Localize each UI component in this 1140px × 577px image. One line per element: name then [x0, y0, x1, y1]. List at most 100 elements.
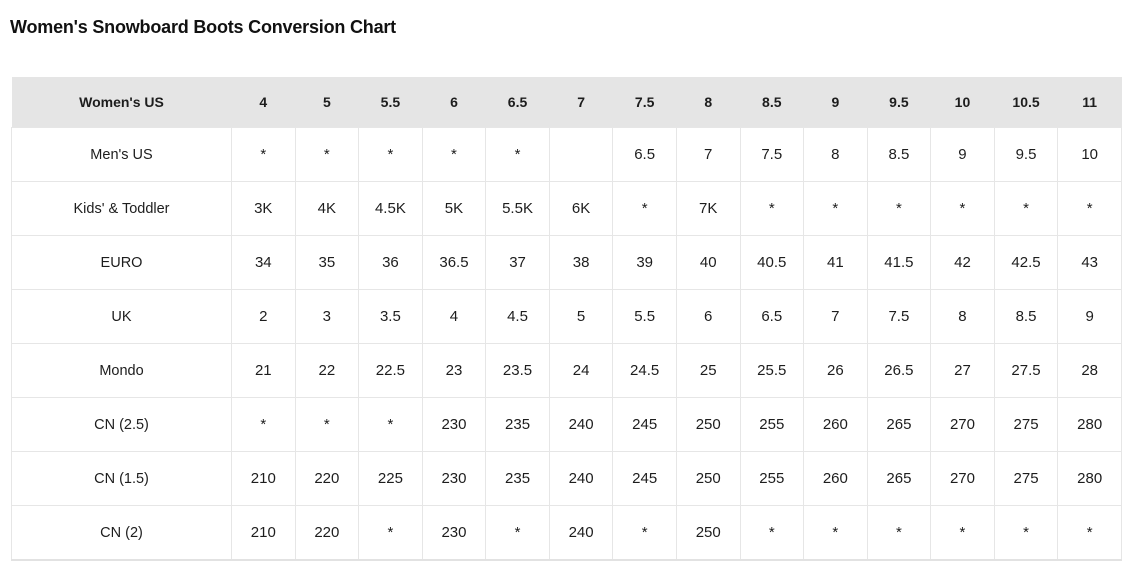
- size-value-cell: 23.5: [485, 343, 550, 398]
- size-column-header: 6: [422, 77, 486, 128]
- size-value-cell: 26.5: [866, 343, 932, 398]
- size-value-cell: 250: [675, 505, 741, 561]
- table-row: EURO 34 35 36 36.5 37 38 39 40 40.5 41 41.5 42 42.5 43: [11, 235, 1122, 290]
- size-value-cell: 25.5: [739, 343, 805, 398]
- size-value-cell: 6K: [548, 181, 614, 236]
- size-value-cell: *: [358, 505, 423, 561]
- size-value-cell: 8.5: [866, 127, 932, 182]
- size-value-cell: 270: [930, 451, 995, 506]
- size-value-cell: 28: [1057, 343, 1122, 398]
- size-value-cell: 27.5: [993, 343, 1059, 398]
- page-title: Women's Snowboard Boots Conversion Chart: [10, 17, 396, 38]
- size-value-cell: *: [485, 505, 550, 561]
- table-header-row: Women's US 4 5 5.5 6 6.5 7 7.5 8 8.5 9 9.5 10 10.5 11: [11, 77, 1122, 128]
- table-row: CN (1.5) 210 220 225 230 235 240 245 250 255 260 26…: [11, 451, 1122, 506]
- size-value-cell: 8: [930, 289, 995, 344]
- size-value-cell: *: [231, 397, 296, 452]
- size-value-cell: 8: [803, 127, 868, 182]
- size-value-cell: *: [993, 505, 1059, 561]
- row-label: CN (1.5): [11, 451, 232, 506]
- table-row: Mondo 21 22 22.5 23 23.5 24 24.5 25 25.5 26 26.5 27 2…: [11, 343, 1122, 398]
- size-value-cell: 5.5: [612, 289, 677, 344]
- size-value-cell: 255: [739, 397, 805, 452]
- size-value-cell: *: [803, 505, 868, 561]
- size-value-cell: *: [231, 127, 296, 182]
- size-value-cell: *: [358, 127, 423, 182]
- size-value-cell: 230: [421, 397, 487, 452]
- size-value-cell: 265: [866, 451, 932, 506]
- size-value-cell: 280: [1057, 451, 1122, 506]
- size-value-cell: 41.5: [866, 235, 932, 290]
- size-value-cell: 255: [739, 451, 805, 506]
- size-value-cell: 4K: [294, 181, 360, 236]
- size-value-cell: 9: [1057, 289, 1122, 344]
- size-value-cell: 225: [358, 451, 423, 506]
- size-column-header: 8: [676, 77, 740, 128]
- table-row: CN (2.5) * * * 230 235 240 245 250 255 260 265 270 27…: [11, 397, 1122, 452]
- size-value-cell: 27: [930, 343, 995, 398]
- size-value-cell: 24: [548, 343, 614, 398]
- size-value-cell: 4: [421, 289, 487, 344]
- size-value-cell: 6.5: [612, 127, 677, 182]
- size-column-header: 9: [803, 77, 868, 128]
- size-value-cell: 43: [1057, 235, 1122, 290]
- size-value-cell: 7: [803, 289, 868, 344]
- size-value-cell: 41: [803, 235, 868, 290]
- size-column-header: 6.5: [485, 77, 550, 128]
- size-value-cell: 250: [675, 451, 741, 506]
- size-value-cell: 270: [930, 397, 995, 452]
- size-value-cell: 40.5: [739, 235, 805, 290]
- size-value-cell: 3.5: [358, 289, 423, 344]
- size-value-cell: *: [358, 397, 423, 452]
- row-label: UK: [11, 289, 232, 344]
- size-value-cell: *: [866, 181, 932, 236]
- size-value-cell: 275: [993, 451, 1059, 506]
- table-row: UK 2 3 3.5 4 4.5 5 5.5 6 6.5 7 7.5 8 8.5 9: [11, 289, 1122, 344]
- row-label: Mondo: [11, 343, 232, 398]
- size-column-header: 5.5: [358, 77, 423, 128]
- size-column-header: 11: [1057, 77, 1122, 128]
- size-value-cell: 6: [675, 289, 741, 344]
- size-value-cell: 7K: [675, 181, 741, 236]
- size-value-cell: *: [803, 181, 868, 236]
- row-label-column-header: Women's US: [11, 77, 232, 128]
- size-value-cell: 9: [930, 127, 995, 182]
- size-value-cell: 4.5: [485, 289, 550, 344]
- size-value-cell: 36: [358, 235, 423, 290]
- size-value-cell: 42: [930, 235, 995, 290]
- size-value-cell: 5: [548, 289, 614, 344]
- size-value-cell: *: [294, 127, 360, 182]
- size-value-cell: 235: [485, 397, 550, 452]
- size-value-cell: 40: [675, 235, 741, 290]
- table-row: CN (2) 210 220 * 230 * 240 * 250 * * * * * *: [11, 505, 1122, 561]
- size-value-cell: 240: [548, 397, 614, 452]
- size-value-cell: 280: [1057, 397, 1122, 452]
- size-value-cell: 260: [803, 397, 868, 452]
- size-value-cell: 250: [675, 397, 741, 452]
- size-value-cell: [548, 127, 614, 182]
- size-value-cell: 3: [294, 289, 360, 344]
- size-value-cell: *: [739, 505, 805, 561]
- size-value-cell: *: [612, 505, 677, 561]
- size-value-cell: 7.5: [739, 127, 805, 182]
- size-value-cell: 5.5K: [485, 181, 550, 236]
- table-row: Men's US * * * * * 6.5 7 7.5 8 8.5 9 9.5 10: [11, 127, 1122, 182]
- size-value-cell: *: [485, 127, 550, 182]
- size-value-cell: 240: [548, 451, 614, 506]
- size-value-cell: *: [1057, 505, 1122, 561]
- size-value-cell: 22: [294, 343, 360, 398]
- size-value-cell: 220: [294, 451, 360, 506]
- size-value-cell: 265: [866, 397, 932, 452]
- size-value-cell: 4.5K: [358, 181, 423, 236]
- size-value-cell: 9.5: [993, 127, 1059, 182]
- size-value-cell: 230: [421, 505, 487, 561]
- row-label: CN (2): [11, 505, 232, 561]
- size-value-cell: 26: [803, 343, 868, 398]
- size-column-header: 7: [549, 77, 613, 128]
- size-value-cell: 245: [612, 397, 677, 452]
- size-value-cell: *: [993, 181, 1059, 236]
- size-value-cell: *: [866, 505, 932, 561]
- size-column-header: 10: [930, 77, 995, 128]
- size-value-cell: 260: [803, 451, 868, 506]
- size-value-cell: *: [421, 127, 487, 182]
